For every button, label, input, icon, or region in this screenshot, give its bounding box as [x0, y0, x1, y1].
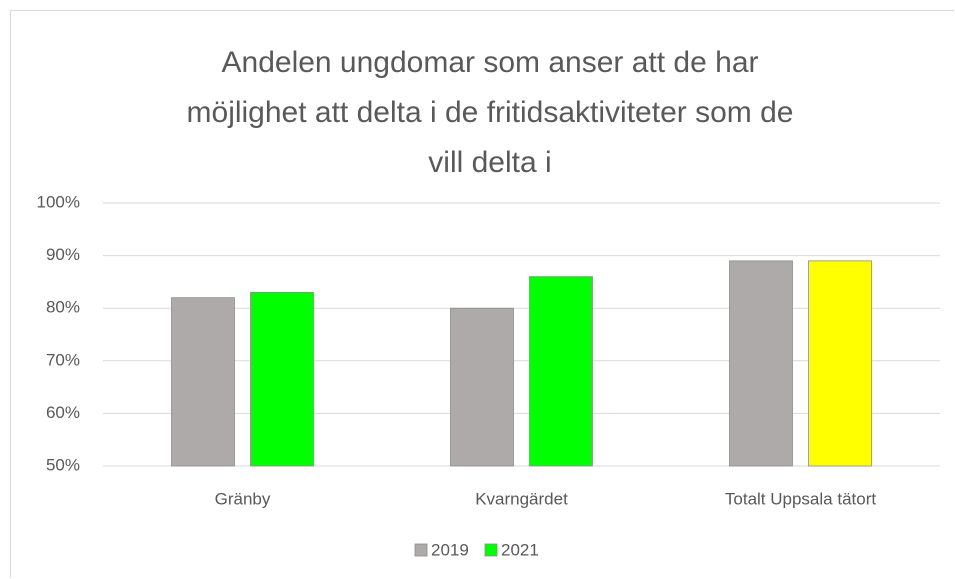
y-tick-label: 80% [46, 298, 80, 317]
chart-title: Andelen ungdomar som anser att de har mö… [186, 46, 794, 179]
bar [171, 297, 235, 467]
y-tick-label: 70% [46, 350, 80, 369]
bar [529, 276, 593, 467]
chart-frame [10, 10, 954, 578]
legend-label: 2021 [501, 540, 539, 559]
bar [450, 307, 514, 467]
x-tick-label: Gränby [215, 489, 271, 508]
y-tick-label: 50% [46, 455, 80, 474]
y-tick-label: 90% [46, 245, 80, 264]
bar [729, 260, 793, 467]
x-tick-label: Kvarngärdet [475, 489, 568, 508]
bar [808, 260, 872, 467]
legend-label: 2019 [431, 540, 469, 559]
x-tick-label: Totalt Uppsala tätort [725, 489, 876, 508]
legend-swatch [414, 543, 428, 557]
bar [250, 292, 314, 467]
y-tick-label: 60% [46, 403, 80, 422]
legend-swatch [484, 543, 498, 557]
y-tick-label: 100% [37, 192, 80, 211]
